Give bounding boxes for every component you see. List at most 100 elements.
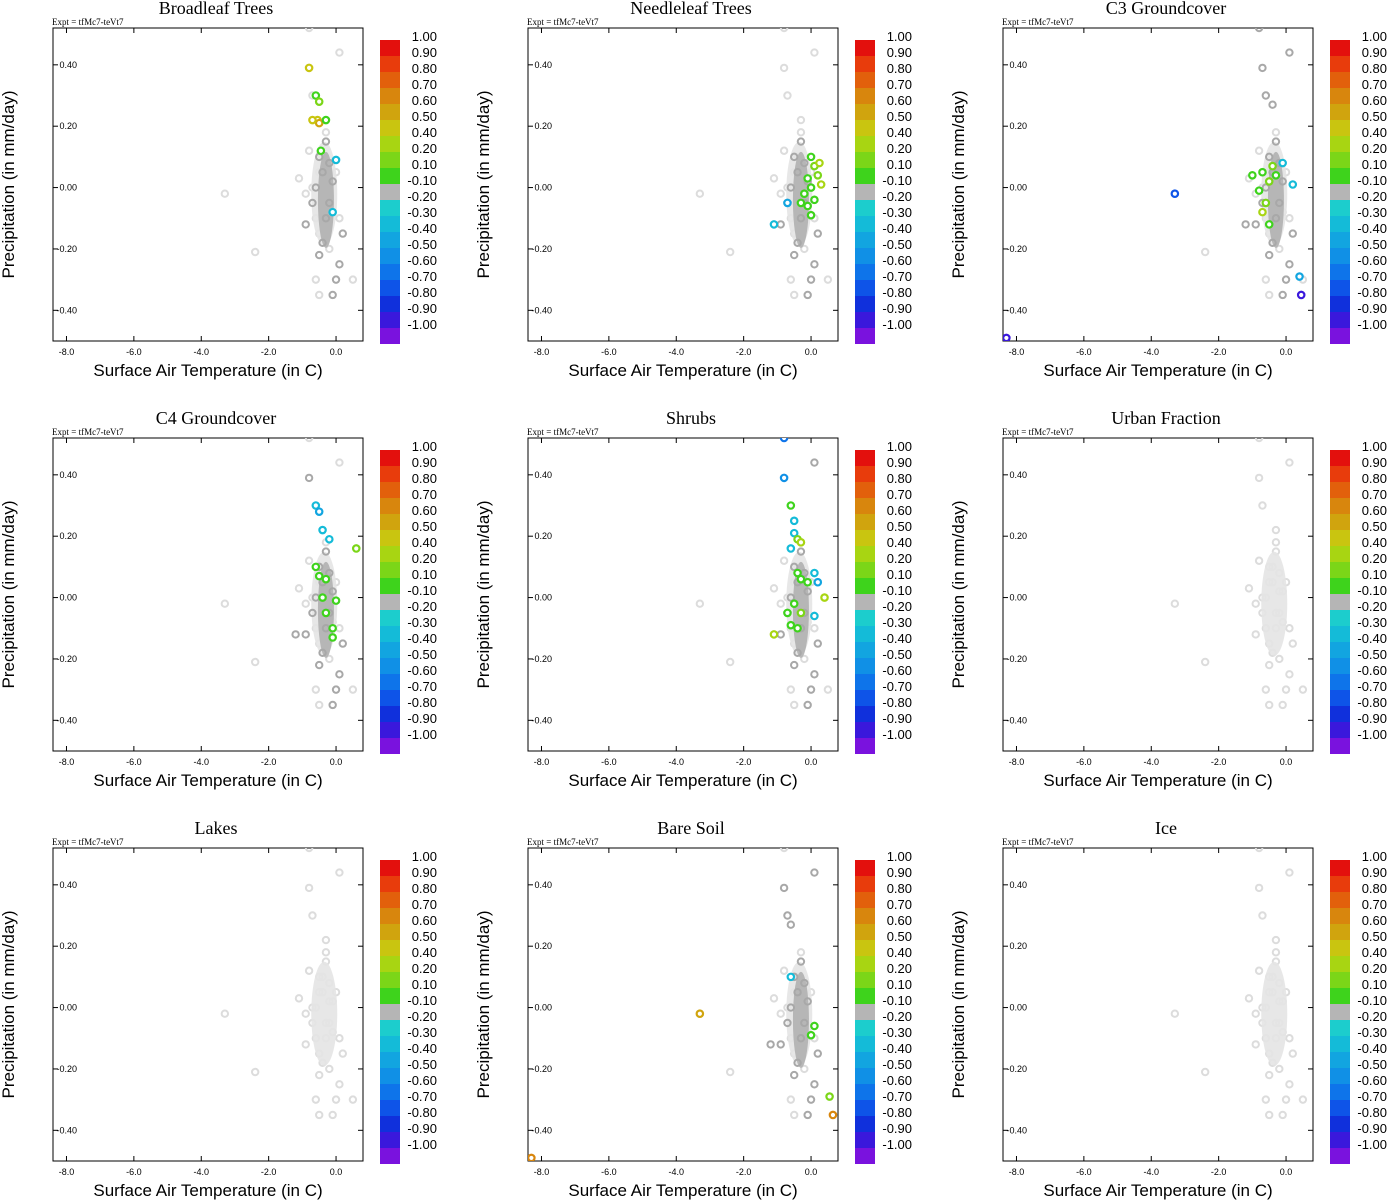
colorbar-swatch [855,1148,875,1164]
colorbar-swatch [380,956,400,972]
colorbar-label: 0.80 [1362,471,1387,486]
highlight-point [810,568,819,578]
colorbar-label: -0.60 [1357,663,1387,678]
background-point [314,1110,324,1120]
colorbar-label: -0.90 [1357,301,1387,316]
colorbar-label: -0.70 [1357,1089,1387,1104]
highlight-point [806,210,816,220]
colorbar-label: -0.60 [407,253,437,268]
y-tick-label: 0.20 [1009,121,1027,131]
colorbar-label: -0.40 [1357,221,1387,236]
y-tick-label: 0.00 [59,593,77,603]
background-point [1264,700,1274,710]
colorbar-swatch [1330,312,1350,328]
background-point [311,1095,321,1104]
colorbar-swatch [855,514,875,530]
colorbar-swatch [380,1084,400,1100]
colorbar-label: -0.30 [407,205,437,220]
x-tick-label: 0.0 [330,1167,343,1177]
colorbar-label: -0.40 [882,631,912,646]
background-point [1200,657,1210,667]
colorbar-swatch [855,706,875,722]
foreground-point [800,1018,809,1028]
background-point [335,458,344,467]
highlight-point [328,633,337,642]
background-point [1170,599,1180,608]
scatter-points [695,28,833,300]
chart-title: C3 Groundcover [1106,0,1226,18]
scatter-points [1170,848,1308,1120]
colorbar-swatch [380,562,400,578]
background-point [1271,948,1281,957]
background-point [1261,275,1271,284]
background-point [1281,685,1291,694]
y-axis-label: Precipitation (in mm/day) [949,910,968,1098]
colorbar-label: 1.00 [1362,849,1387,864]
x-tick-label: -4.0 [194,1167,210,1177]
x-axis-label: Surface Air Temperature (in C) [568,1181,797,1200]
y-axis-label: Precipitation (in mm/day) [0,90,18,278]
foreground-point [1264,250,1274,260]
background-point [1281,1095,1291,1104]
background-point [769,584,779,593]
background-point [1261,1095,1271,1104]
colorbar-swatch [380,610,400,626]
colorbar-swatch [855,562,875,578]
colorbar-label: 0.60 [412,913,437,928]
colorbar-swatch [380,1068,400,1084]
colorbar-swatch [380,450,400,466]
foreground-point [335,670,344,679]
background-point [301,1040,310,1049]
y-axis-label: Precipitation (in mm/day) [0,500,18,688]
foreground-point [793,168,802,177]
y-tick-label: 0.40 [534,880,552,890]
colorbar-label: -0.10 [407,993,437,1008]
colorbar-swatch [1330,328,1350,344]
colorbar-label: 0.70 [887,77,912,92]
highlight-point [1264,177,1274,186]
colorbar-swatch [380,280,400,296]
foreground-point [318,168,327,177]
colorbar-label: -0.70 [407,679,437,694]
background-point [779,966,789,975]
foreground-point [314,660,324,670]
foreground-point [813,639,822,648]
colorbar-label: -0.80 [1357,285,1387,300]
background-point [1285,214,1294,223]
highlight-point [321,115,331,125]
colorbar-label: -0.50 [1357,237,1387,252]
colorbar-swatch [1330,104,1350,120]
colorbar-label: -0.50 [882,1057,912,1072]
highlight-point [800,189,809,199]
colorbar-swatch [380,216,400,232]
foreground-point [338,229,347,238]
colorbar-swatch [855,1020,875,1036]
y-tick-label: 0.00 [59,183,77,193]
colorbar-swatch [855,860,875,876]
colorbar-swatch [1330,88,1350,104]
colorbar-label: -0.60 [882,663,912,678]
colorbar-label: 0.90 [887,865,912,880]
foreground-point [796,137,806,146]
x-tick-label: -8.0 [1009,1167,1025,1177]
colorbar-label: -0.30 [1357,615,1387,630]
x-tick-label: -8.0 [59,757,75,767]
colorbar-label: 0.40 [1362,535,1387,550]
colorbar-swatch [380,200,400,216]
chart-title: C4 Groundcover [156,408,276,428]
colorbar-label: -0.10 [407,583,437,598]
colorbar-label: -0.90 [407,1121,437,1136]
colorbar-label: -0.80 [882,1105,912,1120]
x-axis-label: Surface Air Temperature (in C) [568,771,797,790]
colorbar-swatch [855,152,875,168]
colorbar-swatch [855,658,875,674]
colorbar-swatch [380,184,400,200]
background-point [1285,1080,1294,1089]
x-tick-label: -2.0 [261,1167,277,1177]
colorbar-swatch [855,1100,875,1116]
highlight-point [796,198,806,208]
highlight-point [528,1153,536,1161]
colorbar-swatch [855,908,875,924]
scatter-points [1003,28,1308,341]
colorbar-swatch [380,328,400,344]
